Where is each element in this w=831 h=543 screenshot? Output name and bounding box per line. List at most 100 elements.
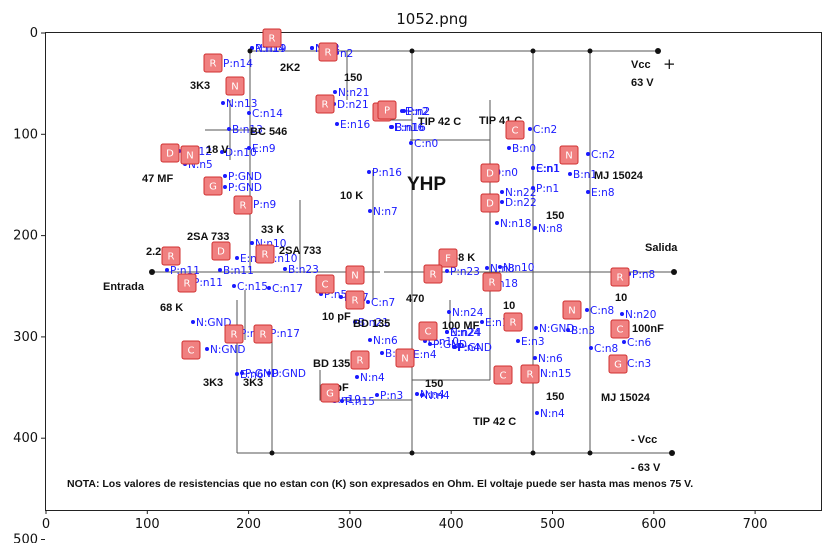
node-annotation: P:n11 [193, 277, 223, 289]
node-annotation-dot [534, 326, 538, 330]
node-annotation: N:n8 [490, 263, 515, 275]
node-annotation-dot [516, 339, 520, 343]
y-tick-label: 100 [13, 127, 38, 142]
schematic: P:n14N:n2P:n14n2N:n21N:n13C:n14D:n21E:n1… [67, 28, 693, 490]
component-tag-box [224, 324, 244, 344]
component-tag-box [225, 76, 245, 96]
node-annotation: N:n24 [452, 307, 484, 319]
component-tag-box [377, 100, 397, 120]
part-label: 150 [425, 378, 443, 390]
part-label: BC 546 [250, 126, 287, 138]
figure-title: 1052.png [396, 10, 468, 28]
node-annotation-dot [498, 265, 502, 269]
node-annotation: D:n21 [337, 99, 369, 111]
component-tag-box [255, 244, 275, 264]
component-tag-letter: N [565, 151, 572, 162]
node-annotation-dot [220, 150, 224, 154]
node-annotation-dot [589, 346, 593, 350]
node-annotation-dot [339, 295, 343, 299]
part-label: BD 135 [313, 358, 350, 370]
component-tag-box [320, 383, 340, 403]
vee-label: - Vcc [631, 434, 657, 446]
part-label: 100 MF [442, 320, 480, 332]
x-tick-label: 500 [540, 517, 565, 532]
node-annotation: E:n16 [394, 122, 425, 134]
component-tag-letter: N [186, 151, 193, 162]
node-annotation: P:n2 [407, 106, 430, 118]
node-annotation: P:n9 [253, 199, 276, 211]
node-annotation: E:n4 [413, 349, 437, 361]
component-tag-box [318, 42, 338, 62]
x-tick-label: 200 [236, 517, 261, 532]
node-annotation-dot [218, 268, 222, 272]
component-tag-box [395, 348, 415, 368]
node-annotation-dot [535, 411, 539, 415]
part-label: 150 [546, 391, 564, 403]
component-tag-letter: R [325, 48, 332, 59]
node-annotation-dot [390, 125, 394, 129]
node-annotation: P:GND [272, 368, 306, 380]
vcc-label: Vcc [631, 59, 651, 71]
node-annotation-dot [480, 320, 484, 324]
part-label: 68 K [452, 252, 475, 264]
node-annotation-dot [353, 320, 357, 324]
node-annotation-dot [380, 351, 384, 355]
node-annotation: E:n2 [405, 106, 429, 118]
node-annotation-dot [533, 356, 537, 360]
node-annotation-dot [531, 166, 535, 170]
node-annotation-dot [355, 375, 359, 379]
node-annotation: N:n20 [625, 309, 656, 321]
component-tag-letter: R [510, 318, 517, 329]
node-annotation: E:n24 [450, 327, 481, 339]
node-annotation-dot [240, 371, 244, 375]
x-tick-label: 300 [337, 517, 362, 532]
component-tag-letter: C [425, 327, 432, 338]
vcc-plus-symbol: + [663, 55, 676, 73]
node-annotation-dot [428, 342, 432, 346]
node-annotation: P:GND [228, 182, 262, 194]
node-annotation-dot [447, 310, 451, 314]
part-label: 100nF [632, 323, 664, 335]
node-annotation-dot [223, 174, 227, 178]
node-annotation: C:n3 [627, 358, 651, 370]
node-annotation-dot [400, 109, 404, 113]
node-annotation: N:GND [210, 344, 245, 356]
input-port-label: Entrada [103, 281, 145, 293]
node-annotation: N:n6 [373, 335, 398, 347]
node-annotation: N:n4 [540, 408, 565, 420]
component-tag-box [345, 290, 365, 310]
component-tag-letter: D [166, 149, 174, 160]
x-tick-label: 700 [743, 517, 768, 532]
component-tag-letter: R [352, 296, 359, 307]
part-label: BD 135 [353, 318, 390, 330]
node-annotation: n2 [340, 48, 353, 60]
component-tag-letter: R [210, 59, 217, 70]
component-tag-box [505, 120, 525, 140]
component-tag-box [203, 53, 223, 73]
node-annotation: N:n21 [338, 87, 369, 99]
component-tag-letter: P [384, 106, 390, 117]
x-tick-label: 0 [42, 517, 50, 532]
component-tag-letter: R [322, 100, 329, 111]
node-annotation: C:n6 [627, 337, 652, 349]
y-tick-label: 500 [13, 533, 38, 543]
node-annotation: B:n0 [512, 143, 536, 155]
part-label: 10 pF [322, 311, 351, 323]
component-tag-letter: R [269, 34, 276, 45]
node-annotation: N:n22 [505, 187, 536, 199]
component-tag-letter: R [489, 278, 496, 289]
node-annotation-dot [340, 399, 344, 403]
component-tag-box [161, 246, 181, 266]
component-tag-letter: C [512, 126, 519, 137]
component-tag-letter: N [351, 271, 358, 282]
component-tag-letter: R [184, 279, 191, 290]
node-annotation-dot [165, 268, 169, 272]
component-tag-box [203, 176, 223, 196]
node-annotation: B:n23 [288, 264, 319, 276]
node-annotation-dot [250, 241, 254, 245]
node-annotation-dot [191, 320, 195, 324]
node-annotation: N:GND [196, 317, 231, 329]
component-tag-box [520, 364, 540, 384]
